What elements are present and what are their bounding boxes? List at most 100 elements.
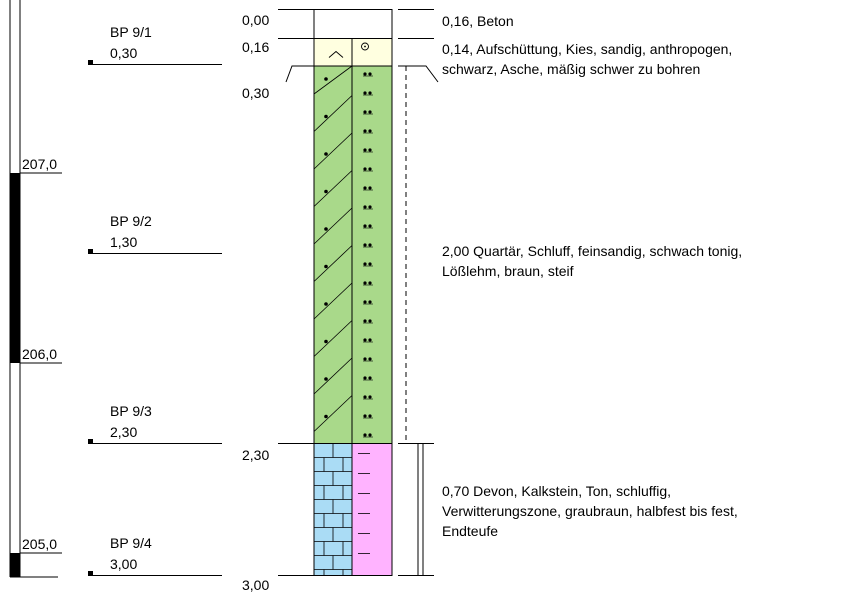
sand-dot <box>363 395 367 399</box>
sand-dot <box>368 224 372 228</box>
silt-dot <box>324 189 328 194</box>
sample-name: BP 9/3 <box>110 403 152 419</box>
depth-label-0-16: 0,16 <box>242 39 269 55</box>
silt-dot <box>324 227 328 231</box>
fill-symbol-caret <box>328 50 344 58</box>
sand-dot <box>363 300 367 304</box>
sample-marker <box>88 571 93 576</box>
silt-hatch <box>313 320 353 357</box>
sample-marker <box>88 439 93 444</box>
elevation-label-205: 205,0 <box>22 536 57 552</box>
sand-dot <box>368 148 372 152</box>
desc-silt-line2: Lößlehm, braun, steif <box>442 263 574 279</box>
sand-dot <box>368 91 372 95</box>
column-outline <box>313 9 393 576</box>
samples: BP 9/1 0,30 BP 9/2 1,30 BP 9/3 2,30 BP 9… <box>88 24 222 576</box>
elevation-band-205 <box>10 553 20 577</box>
desc-silt-line1: 2,00 Quartär, Schluff, feinsandig, schwa… <box>442 243 742 259</box>
silt-hatch <box>313 357 353 395</box>
layer-silt <box>314 66 392 444</box>
fill-symbol-dot <box>364 45 366 48</box>
silt-hatch <box>313 282 353 320</box>
sand-dot <box>363 186 367 190</box>
sand-dot <box>368 338 372 342</box>
sample-depth: 2,30 <box>110 424 137 440</box>
sand-dot <box>368 414 372 418</box>
strata-column <box>313 9 393 576</box>
layer-concrete <box>314 9 392 39</box>
elevation-band-206-207 <box>10 173 20 363</box>
desc-limestone-line2: Verwitterungszone, graubraun, halbfest b… <box>442 503 738 519</box>
sand-dot <box>368 262 372 266</box>
sand-dot <box>368 319 372 323</box>
sand-dot <box>363 148 367 152</box>
desc-limestone-line1: 0,70 Devon, Kalkstein, Ton, schluffig, <box>442 483 671 499</box>
sample-marker <box>88 60 93 65</box>
sand-dot <box>363 72 367 76</box>
silt-dot <box>324 152 328 156</box>
right-markers <box>398 9 439 576</box>
sand-dot <box>368 129 372 133</box>
silt-dot <box>324 377 328 381</box>
depth-labels: 0,00 0,16 0,30 2,30 3,00 <box>242 9 314 593</box>
silt-hatch <box>313 170 353 207</box>
sample-name: BP 9/4 <box>110 535 152 551</box>
silt-hatch <box>313 65 353 95</box>
sample-9-2: BP 9/2 1,30 <box>88 213 222 254</box>
sample-depth: 0,30 <box>110 45 137 61</box>
sample-marker <box>88 249 93 254</box>
sand-dot <box>368 205 372 209</box>
sand-dot <box>363 433 367 437</box>
desc-limestone-line3: Endteufe <box>442 523 498 539</box>
sample-depth: 1,30 <box>110 234 137 250</box>
sand-dot <box>363 376 367 380</box>
sand-dot <box>368 167 372 171</box>
sand-dot <box>363 224 367 228</box>
sand-dot <box>363 262 367 266</box>
sand-dot <box>368 357 372 361</box>
sand-dot <box>368 186 372 190</box>
desc-fill-line1: 0,14, Aufschüttung, Kies, sandig, anthro… <box>442 41 732 57</box>
sand-dot <box>368 433 372 437</box>
elevation-label-206: 206,0 <box>22 346 57 362</box>
depth-label-2-30: 2,30 <box>242 447 269 463</box>
fill-symbol-circle <box>361 42 369 51</box>
silt-hatch <box>313 395 353 432</box>
layer-clay <box>352 443 392 576</box>
sand-dot <box>363 129 367 133</box>
sand-dot <box>363 167 367 171</box>
silt-hatch <box>313 245 353 282</box>
silt-hatch <box>313 95 353 132</box>
sand-dot <box>363 205 367 209</box>
sand-dot <box>363 319 367 323</box>
sand-dot <box>363 243 367 247</box>
sample-9-3: BP 9/3 2,30 <box>88 403 222 444</box>
layer-descriptions: 0,16, Beton 0,14, Aufschüttung, Kies, sa… <box>442 13 742 539</box>
depth-label-3-00: 3,00 <box>242 577 269 593</box>
sand-dot <box>363 357 367 361</box>
depth-label-0-00: 0,00 <box>242 12 269 28</box>
silt-dot <box>324 302 328 306</box>
silt-dot <box>324 114 328 119</box>
sand-dot <box>363 91 367 95</box>
silt-dot <box>324 77 328 81</box>
sand-dot <box>368 110 372 114</box>
sand-dot <box>368 281 372 285</box>
elevation-scale: 207,0 206,0 205,0 <box>9 0 62 578</box>
sample-9-4: BP 9/4 3,00 <box>88 535 222 576</box>
sand-dot <box>363 110 367 114</box>
sand-dot <box>363 281 367 285</box>
silt-dot <box>324 264 328 269</box>
layer-fill <box>314 38 392 66</box>
silt-hatch <box>313 132 353 170</box>
elevation-label-207: 207,0 <box>22 156 57 172</box>
silt-hatch <box>313 207 353 245</box>
sample-name: BP 9/1 <box>110 24 152 40</box>
sample-name: BP 9/2 <box>110 213 152 229</box>
sand-dot <box>368 300 372 304</box>
sand-dot <box>368 376 372 380</box>
desc-fill-line2: schwarz, Asche, mäßig schwer zu bohren <box>442 61 700 77</box>
sample-depth: 3,00 <box>110 556 137 572</box>
sand-dot <box>368 72 372 76</box>
